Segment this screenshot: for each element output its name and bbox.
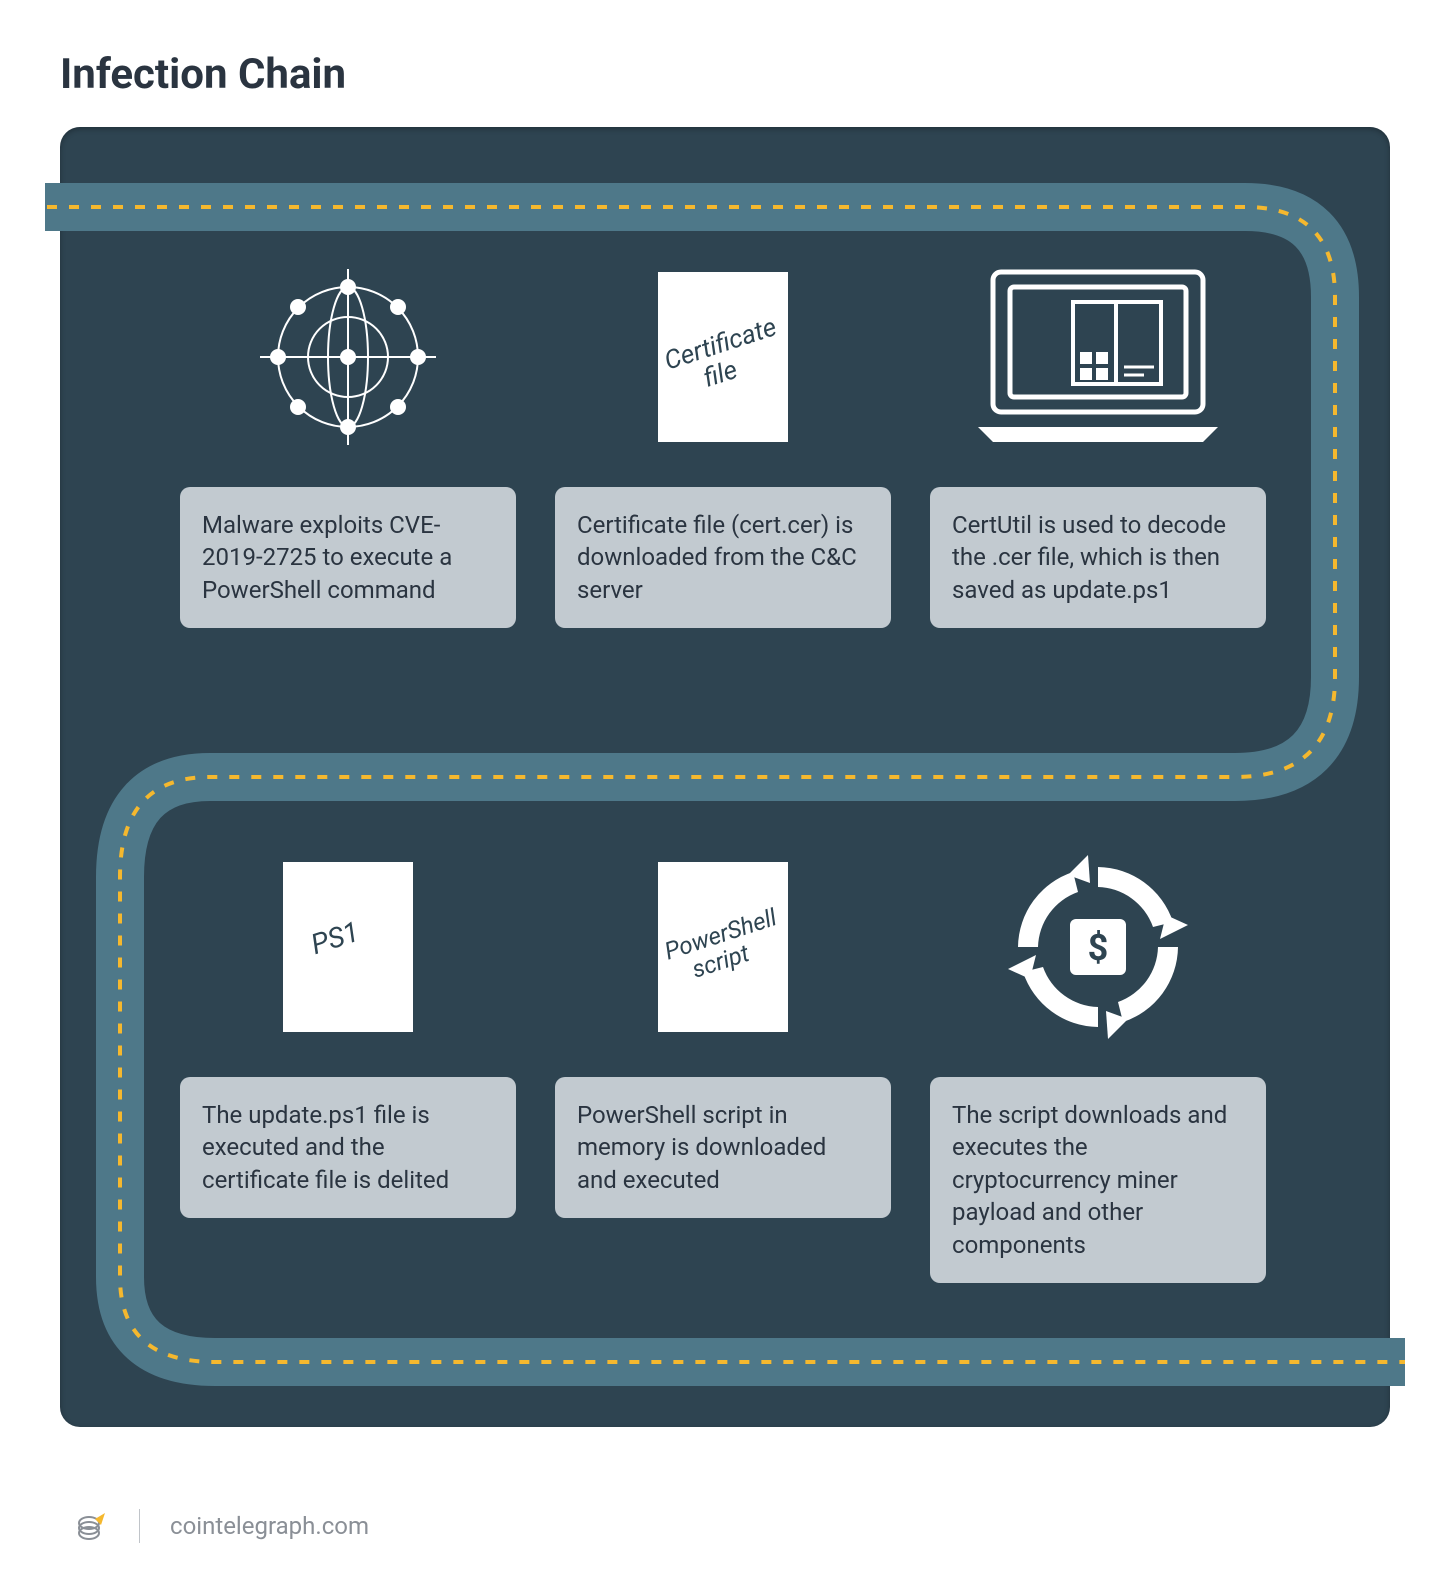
- step-text: PowerShell script in memory is downloade…: [577, 1101, 826, 1194]
- step-icon-wrap: [930, 257, 1266, 461]
- step-text: Certificate file (cert.cer) is downloade…: [577, 511, 857, 604]
- ps1-file-icon: PS1: [238, 847, 458, 1047]
- step-text: The script downloads and executes the cr…: [952, 1101, 1227, 1259]
- cycle-dollar-icon: $: [988, 847, 1208, 1047]
- step-card: PowerShell script in memory is downloade…: [555, 1077, 891, 1218]
- step-text: Malware exploits CVE-2019-2725 to execut…: [202, 511, 452, 604]
- footer-domain: cointelegraph.com: [170, 1512, 369, 1540]
- step-icon-wrap: PS1: [180, 847, 516, 1051]
- step-text: CertUtil is used to decode the .cer file…: [952, 511, 1226, 604]
- step-icon-wrap: PowerShell script: [555, 847, 891, 1051]
- page-footer: cointelegraph.com: [75, 1509, 369, 1543]
- cointelegraph-logo-icon: [75, 1509, 109, 1543]
- network-target-icon: [238, 257, 458, 457]
- step-card: CertUtil is used to decode the .cer file…: [930, 487, 1266, 628]
- dollar-sign: $: [1088, 927, 1109, 969]
- step-icon-wrap: Certificate file: [555, 257, 891, 461]
- laptop-icon: [948, 257, 1248, 457]
- step-card: The update.ps1 file is executed and the …: [180, 1077, 516, 1218]
- certificate-file-icon: Certificate file: [613, 257, 833, 457]
- step-card: Certificate file (cert.cer) is downloade…: [555, 487, 891, 628]
- step-text: The update.ps1 file is executed and the …: [202, 1101, 449, 1194]
- step-card: The script downloads and executes the cr…: [930, 1077, 1266, 1283]
- powershell-script-icon: PowerShell script: [613, 847, 833, 1047]
- step-icon-wrap: [180, 257, 516, 461]
- page-title: Infection Chain: [60, 50, 1390, 99]
- step-card: Malware exploits CVE-2019-2725 to execut…: [180, 487, 516, 628]
- infographic-panel: Certificate file: [60, 127, 1390, 1427]
- step-icon-wrap: $: [930, 847, 1266, 1051]
- footer-divider: [139, 1509, 140, 1543]
